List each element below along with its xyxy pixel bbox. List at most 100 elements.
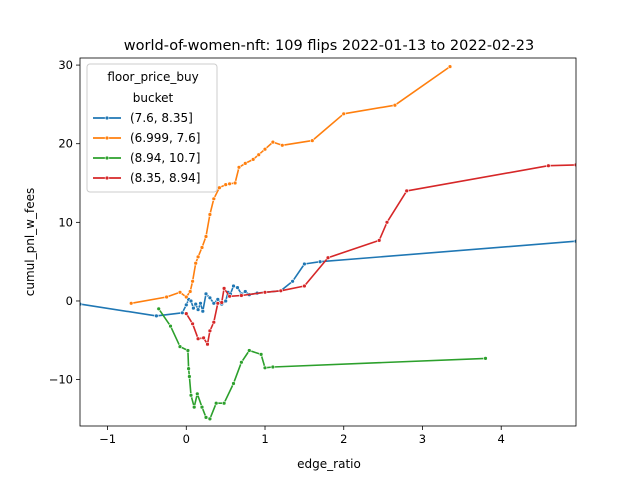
data-point	[262, 147, 268, 152]
data-point	[404, 188, 409, 194]
data-point	[207, 328, 213, 334]
data-point	[377, 238, 382, 243]
data-point	[200, 309, 206, 314]
data-point	[256, 152, 261, 157]
data-point	[258, 352, 264, 357]
data-point	[227, 294, 232, 299]
data-point	[232, 180, 238, 186]
data-point	[198, 301, 203, 306]
data-point	[211, 196, 217, 202]
data-point	[215, 297, 221, 302]
data-point	[207, 295, 213, 300]
data-point	[188, 298, 194, 304]
data-point	[187, 374, 192, 379]
data-point	[219, 300, 224, 305]
data-point	[177, 290, 183, 295]
x-tick-label: −1	[99, 432, 116, 446]
legend-marker	[104, 175, 110, 181]
legend-marker	[104, 115, 110, 121]
data-point	[392, 102, 398, 108]
series-0	[80, 239, 576, 319]
data-point	[270, 139, 276, 145]
data-point	[195, 254, 201, 260]
series-2	[156, 306, 488, 422]
data-point	[80, 301, 83, 307]
data-point	[190, 279, 195, 284]
y-tick-label: −10	[49, 373, 73, 387]
data-point	[184, 302, 189, 308]
data-point	[203, 234, 209, 239]
x-tick-label: 1	[261, 432, 268, 446]
data-point	[188, 289, 193, 294]
data-point	[262, 365, 268, 370]
data-point	[205, 342, 210, 347]
data-point	[211, 301, 217, 306]
data-point	[280, 143, 285, 148]
data-point	[129, 301, 134, 306]
data-point	[290, 279, 295, 284]
data-point	[325, 255, 331, 260]
data-point	[199, 245, 205, 250]
data-point	[384, 220, 390, 225]
legend-marker	[104, 135, 110, 141]
data-point	[195, 336, 201, 341]
series-line	[185, 164, 576, 345]
data-point	[341, 111, 346, 117]
data-point	[221, 286, 227, 291]
y-tick-label: 10	[58, 215, 73, 229]
data-point	[231, 283, 236, 289]
data-point	[199, 404, 205, 410]
data-point	[188, 393, 194, 398]
legend-entry-label: (6.999, 7.6]	[130, 131, 200, 145]
data-point	[156, 306, 161, 311]
data-point	[447, 64, 453, 69]
data-point	[193, 261, 198, 266]
data-point	[236, 165, 242, 170]
x-axis: −1 0 1 2 3 4	[99, 426, 505, 446]
x-tick-label: 4	[498, 432, 505, 446]
legend-entry-label: (8.35, 8.94]	[130, 171, 200, 185]
legend-subtitle: bucket	[133, 91, 174, 105]
series-layer	[80, 64, 576, 422]
data-point	[191, 305, 196, 311]
legend-title: floor_price_buy	[107, 70, 198, 84]
data-point	[211, 320, 217, 325]
data-point	[278, 288, 283, 293]
data-point	[302, 283, 307, 289]
data-point	[227, 181, 232, 187]
data-point	[193, 301, 198, 307]
data-point	[310, 138, 315, 143]
series-3	[184, 162, 576, 347]
data-point	[168, 323, 173, 329]
legend-marker	[104, 155, 110, 161]
data-point	[217, 185, 222, 190]
legend-entry-label: (7.6, 8.35]	[130, 111, 193, 125]
data-point	[239, 293, 244, 298]
data-point	[201, 335, 206, 341]
data-point	[190, 321, 195, 326]
y-axis: −10 0 10 20 30	[49, 58, 80, 387]
x-tick-label: 3	[419, 432, 426, 446]
data-point	[251, 157, 256, 162]
y-axis-label: cumul_pnl_w_fees	[23, 188, 37, 296]
data-point	[247, 348, 252, 353]
data-point	[203, 291, 209, 297]
data-point	[221, 401, 227, 406]
data-point	[184, 294, 189, 300]
data-point	[546, 163, 551, 168]
data-point	[164, 294, 169, 300]
data-point	[214, 401, 219, 406]
series-1	[129, 64, 453, 306]
x-tick-label: 2	[340, 432, 347, 446]
data-point	[185, 348, 191, 353]
data-point	[207, 212, 213, 217]
x-axis-label: edge_ratio	[297, 457, 361, 471]
data-point	[177, 344, 183, 349]
legend: floor_price_buy bucket (7.6, 8.35] (6.999…	[86, 63, 218, 193]
y-tick-label: 30	[58, 58, 73, 72]
series-line	[158, 308, 486, 420]
data-point	[317, 259, 323, 264]
data-point	[235, 285, 240, 290]
data-point	[192, 404, 197, 410]
